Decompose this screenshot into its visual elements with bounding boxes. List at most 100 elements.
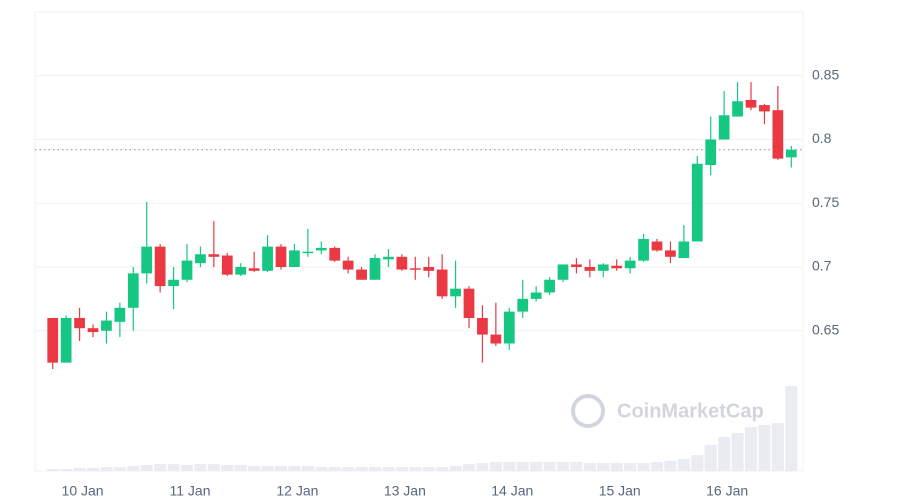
candle-body [302,251,314,254]
volume-bar [167,464,180,471]
candle-body [195,254,206,264]
volume-bar [100,467,113,471]
volume-bar [718,437,731,471]
volume-bar [261,466,274,471]
candle-body [544,279,555,293]
candle-body [141,246,153,274]
volume-bar [597,463,610,471]
x-tick-label: 15 Jan [599,483,641,499]
candle-body [101,320,112,331]
volume-bar [194,464,207,471]
candle-body [396,256,408,270]
candle-body [584,267,596,271]
volume-bar [127,466,140,471]
candle-body [705,139,717,165]
volume-bar [342,467,355,471]
candle-body [409,268,421,270]
candle-body [477,318,488,335]
candle-body [651,241,663,251]
candle-body [74,318,85,329]
volume-bar [610,463,623,471]
candle-body [678,241,690,259]
candle-body [597,264,609,271]
volume-bar [503,462,516,471]
volume-bar [274,466,288,471]
candle-body [490,334,502,344]
volume-bar [154,464,167,471]
volume-bar [704,445,717,471]
candle-body [369,258,381,280]
x-tick-label: 10 Jan [62,483,104,499]
candle-body [221,255,233,275]
volume-bar [436,467,449,471]
candle-body [356,269,367,280]
candle-body [759,105,770,112]
volume-bar [731,433,744,471]
candle-body [745,99,757,108]
candle-body [235,267,247,275]
volume-bar [301,466,314,471]
candle-body [168,279,179,287]
y-tick-label: 0.7 [812,258,832,274]
candle-body [87,328,99,333]
candle-body [60,318,72,363]
volume-bar [355,467,368,471]
candle-body [383,256,394,260]
volume-bar [60,469,73,471]
volume-bar [489,462,502,471]
volume-bar [664,461,677,471]
candle-body [315,247,327,251]
candle-body [718,115,730,140]
candle-body [571,264,582,267]
volume-bar [744,427,758,471]
volume-bar [86,468,100,471]
watermark: CoinMarketCap [571,394,764,428]
y-tick-label: 0.85 [812,66,839,82]
candle-body [47,318,59,363]
candle-body [262,246,273,271]
volume-bar [677,459,690,471]
y-tick-label: 0.65 [812,321,839,337]
volume-bar [570,462,583,471]
watermark-icon [571,394,605,428]
candle-body [423,267,435,271]
volume-bar [462,464,476,471]
volume-bar [382,467,395,471]
volume-bar [221,465,234,471]
candle-body [329,247,341,261]
volume-bar [691,455,704,471]
volume-bar [476,463,489,471]
volume-bar [771,423,784,471]
x-tick-label: 13 Jan [384,483,426,499]
volume-bar [650,462,664,471]
x-tick-label: 16 Jan [706,483,748,499]
volume-bar [46,469,59,471]
volume-bar [395,467,408,471]
volume-bar [583,463,596,471]
candle-body [530,292,542,299]
volume-bar [180,465,194,471]
candle-body [785,149,797,158]
candle-body [517,298,529,312]
candle-body [208,254,220,257]
volume-bar [113,467,126,471]
volume-bar [328,467,341,471]
candle-body [624,260,636,269]
volume-bar [422,467,435,471]
candle-body [557,264,569,280]
candle-body [665,250,676,257]
candle-body [248,268,260,271]
volume-bar [758,425,771,471]
x-tick-label: 11 Jan [170,483,211,499]
volume-bar [248,466,261,471]
y-tick-label: 0.75 [812,194,839,210]
x-tick-label: 12 Jan [276,483,318,499]
y-tick-label: 0.8 [812,130,832,146]
candle-body [289,250,300,267]
volume-bar [288,466,301,471]
candle-body [275,246,287,267]
candle-body [611,265,623,269]
candle-body [638,238,649,261]
candle-body [503,311,515,344]
